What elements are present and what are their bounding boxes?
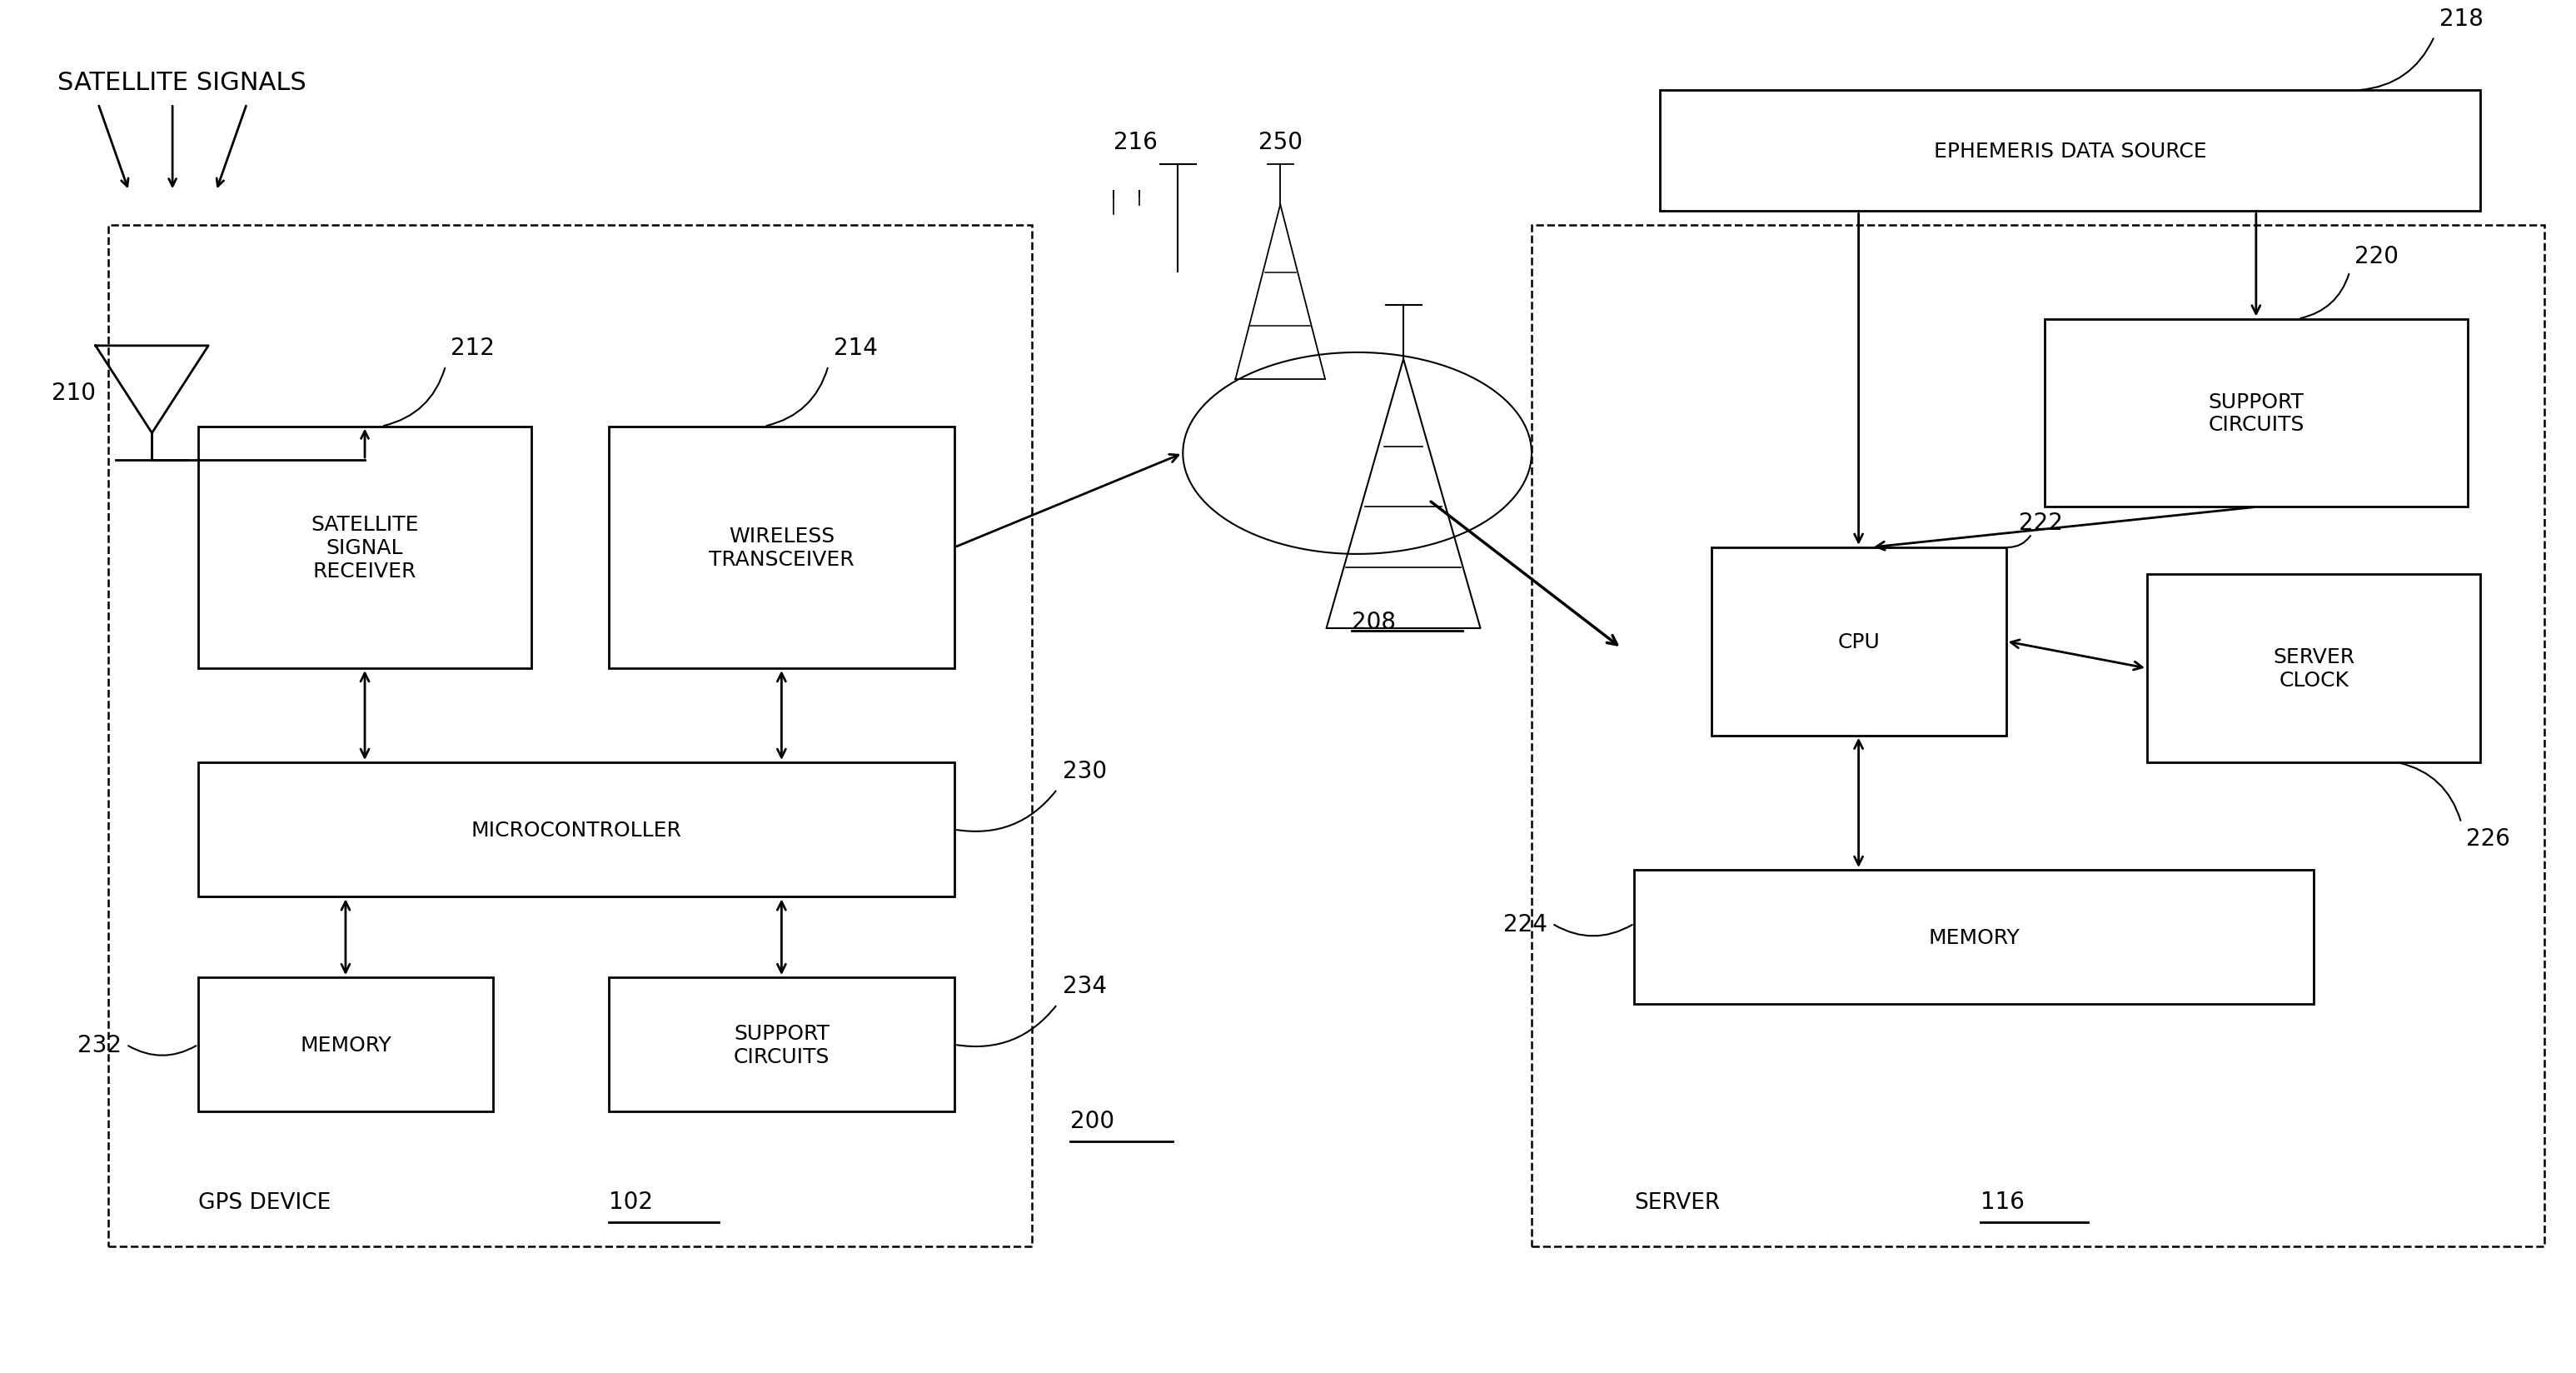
Text: 116: 116 xyxy=(1981,1189,2025,1212)
FancyBboxPatch shape xyxy=(2045,320,2468,508)
Text: MEMORY: MEMORY xyxy=(1929,927,2020,947)
Text: 210: 210 xyxy=(52,382,95,405)
Text: 220: 220 xyxy=(2354,244,2398,268)
Text: 226: 226 xyxy=(2465,827,2512,850)
Text: SATELLITE SIGNALS: SATELLITE SIGNALS xyxy=(57,71,307,95)
Text: 232: 232 xyxy=(77,1032,121,1056)
FancyBboxPatch shape xyxy=(198,978,492,1112)
FancyBboxPatch shape xyxy=(1659,91,2481,211)
FancyBboxPatch shape xyxy=(2146,575,2481,762)
Text: 218: 218 xyxy=(2439,7,2483,30)
Text: 102: 102 xyxy=(608,1189,652,1212)
Text: 200: 200 xyxy=(1069,1109,1115,1133)
Text: EPHEMERIS DATA SOURCE: EPHEMERIS DATA SOURCE xyxy=(1935,141,2208,162)
FancyBboxPatch shape xyxy=(198,427,531,669)
FancyBboxPatch shape xyxy=(198,762,956,897)
FancyBboxPatch shape xyxy=(1633,870,2313,1005)
Text: 234: 234 xyxy=(1061,975,1108,998)
Text: SUPPORT
CIRCUITS: SUPPORT CIRCUITS xyxy=(2208,391,2303,435)
Text: 250: 250 xyxy=(1257,130,1303,154)
Text: CPU: CPU xyxy=(1837,632,1880,652)
Text: 224: 224 xyxy=(1502,912,1548,935)
Text: 222: 222 xyxy=(2020,511,2063,534)
FancyBboxPatch shape xyxy=(1710,548,2007,736)
Text: MEMORY: MEMORY xyxy=(299,1035,392,1054)
Text: SERVER: SERVER xyxy=(1633,1192,1721,1212)
Text: 230: 230 xyxy=(1061,759,1108,783)
Text: SATELLITE
SIGNAL
RECEIVER: SATELLITE SIGNAL RECEIVER xyxy=(312,515,420,581)
FancyBboxPatch shape xyxy=(608,427,956,669)
Text: GPS DEVICE: GPS DEVICE xyxy=(198,1192,330,1212)
Text: 208: 208 xyxy=(1352,610,1396,633)
Text: 214: 214 xyxy=(835,336,878,360)
Text: MICROCONTROLLER: MICROCONTROLLER xyxy=(471,820,683,840)
Text: WIRELESS
TRANSCEIVER: WIRELESS TRANSCEIVER xyxy=(708,526,855,570)
Text: SUPPORT
CIRCUITS: SUPPORT CIRCUITS xyxy=(734,1023,829,1067)
Text: SERVER
CLOCK: SERVER CLOCK xyxy=(2272,647,2354,691)
Text: 212: 212 xyxy=(451,336,495,360)
Text: 216: 216 xyxy=(1113,130,1157,154)
FancyBboxPatch shape xyxy=(608,978,956,1112)
